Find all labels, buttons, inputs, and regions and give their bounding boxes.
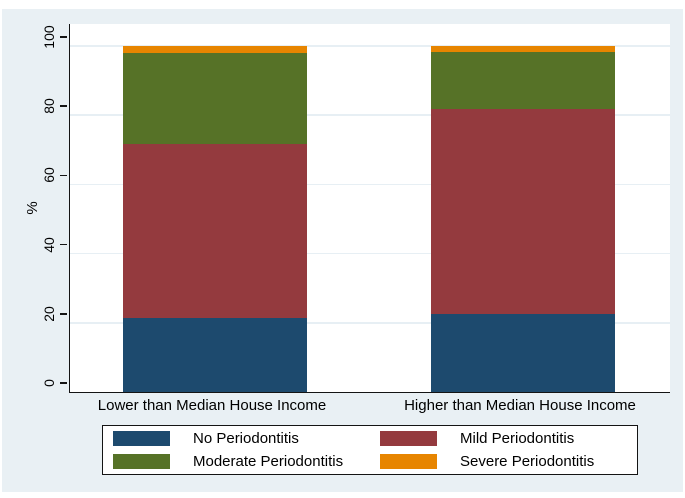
gridline [70, 183, 670, 186]
legend-label: No Periodontitis [193, 430, 299, 447]
y-axis-tick [60, 36, 67, 38]
y-axis-tick-label: 0 [41, 379, 57, 387]
gridline [70, 322, 670, 324]
legend: No Periodontitis Mild Periodontitis Modera… [102, 425, 638, 475]
stacked-bar [431, 24, 615, 392]
plot-area [69, 24, 670, 393]
y-axis-tick [60, 243, 67, 246]
legend-label: Severe Periodontitis [460, 453, 595, 470]
legend-swatch [380, 431, 437, 446]
y-axis-tick [60, 313, 67, 315]
bar-segment [431, 314, 615, 392]
gridline [70, 252, 670, 255]
y-axis-tick [60, 382, 67, 384]
category-label: Higher than Median House Income [404, 397, 636, 414]
bar-segment [123, 46, 307, 53]
y-axis-tick [60, 105, 67, 107]
legend-item: Moderate Periodontitis [113, 453, 380, 470]
legend-item: Severe Periodontitis [380, 453, 637, 470]
legend-item: Mild Periodontitis [380, 430, 637, 447]
bar-segment [123, 144, 307, 318]
y-axis-tick-label: 100 [41, 25, 57, 49]
y-axis-tick [60, 174, 67, 177]
gridline [70, 45, 670, 47]
bar-segment [431, 108, 615, 315]
y-axis-tick-label: 40 [41, 236, 57, 253]
stacked-bar [123, 24, 307, 392]
legend-label: Mild Periodontitis [460, 430, 575, 447]
bar-segment [123, 52, 307, 145]
bar-segment [123, 317, 307, 392]
y-axis-title: % [24, 201, 41, 215]
legend-swatch [113, 431, 170, 446]
y-axis-tick-label: 60 [41, 167, 57, 184]
legend-item: No Periodontitis [113, 430, 380, 447]
chart-canvas: % No Periodontitis Mild Periodontitis Mode… [2, 9, 683, 492]
legend-swatch [380, 454, 437, 469]
bar-segment [431, 46, 615, 52]
gridline [70, 114, 670, 116]
bar-segment [431, 51, 615, 109]
y-axis-tick-label: 80 [41, 98, 57, 114]
legend-label: Moderate Periodontitis [193, 453, 344, 470]
y-axis-tick-label: 20 [41, 306, 57, 322]
legend-swatch [113, 454, 170, 469]
category-label: Lower than Median House Income [97, 397, 327, 414]
